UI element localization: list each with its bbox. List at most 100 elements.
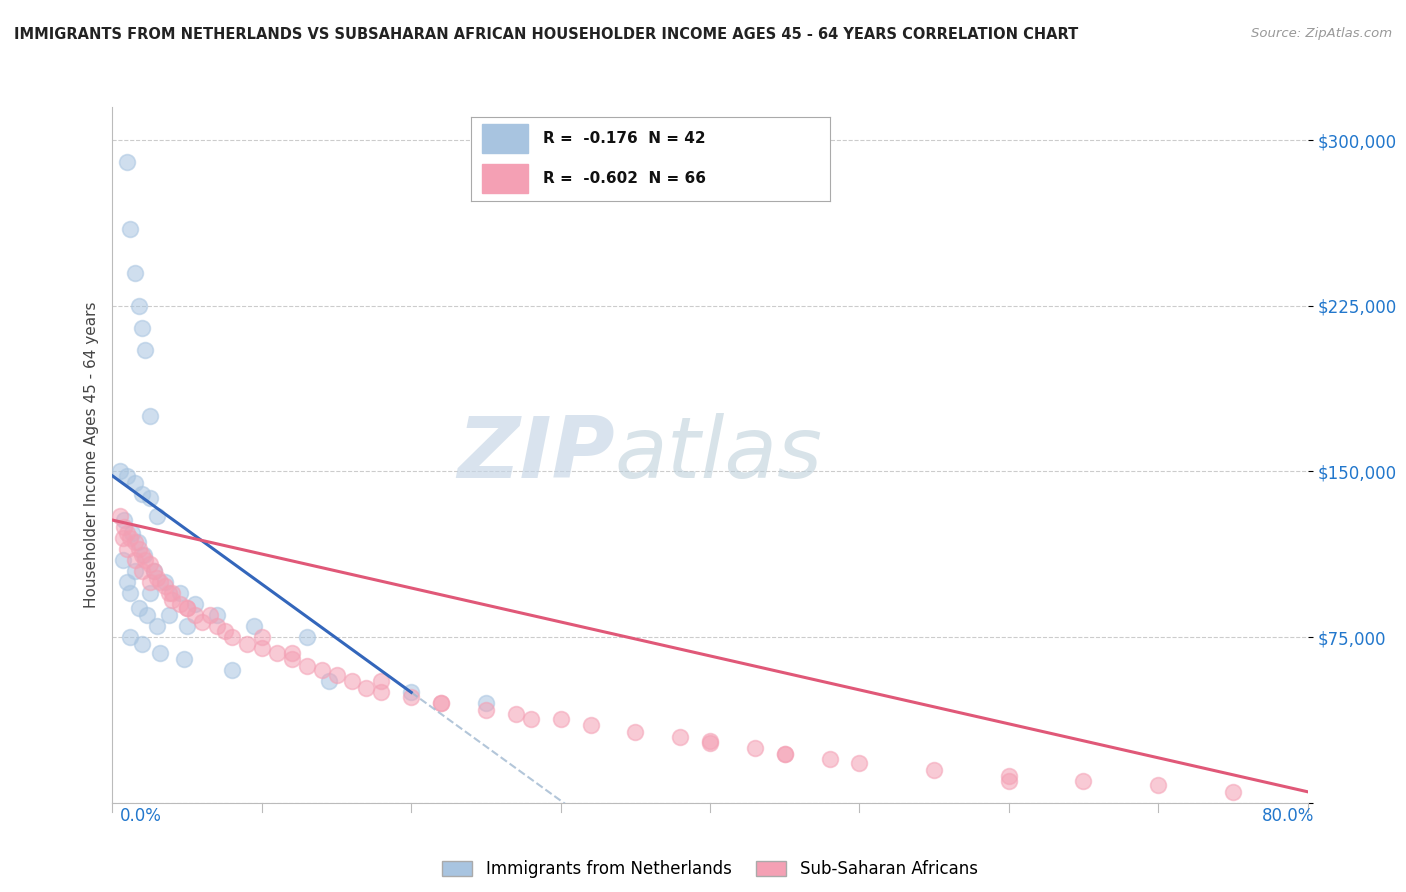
Point [139, 491, 162, 505]
Point [139, 574, 162, 589]
Point [922, 763, 945, 777]
Point [250, 641, 273, 656]
Point [1147, 778, 1170, 792]
Point [198, 608, 221, 623]
Point [135, 608, 157, 623]
Point [550, 712, 572, 726]
Point [744, 740, 766, 755]
Point [699, 736, 721, 750]
Point [475, 703, 498, 717]
Point [311, 663, 333, 677]
Point [169, 597, 191, 611]
Point [430, 697, 453, 711]
Point [146, 570, 169, 584]
Point [520, 712, 543, 726]
Point [120, 586, 142, 600]
Text: atlas: atlas [614, 413, 823, 497]
Point [157, 586, 180, 600]
Point [146, 508, 169, 523]
Point [128, 601, 150, 615]
Point [173, 652, 195, 666]
Point [295, 658, 318, 673]
Point [1222, 785, 1244, 799]
Point [176, 601, 198, 615]
Point [120, 630, 142, 644]
Point [128, 299, 150, 313]
Point [773, 747, 796, 762]
Point [117, 526, 139, 541]
Point [124, 475, 146, 490]
Point [153, 574, 176, 589]
Point [401, 685, 423, 699]
Point [127, 535, 149, 549]
Point [818, 751, 841, 765]
Point [139, 586, 162, 600]
Point [146, 619, 169, 633]
Text: Source: ZipAtlas.com: Source: ZipAtlas.com [1251, 27, 1392, 40]
Point [295, 630, 318, 644]
Point [153, 579, 176, 593]
Point [139, 409, 162, 424]
Point [191, 615, 214, 629]
Point [579, 718, 602, 732]
Point [236, 637, 259, 651]
Point [162, 592, 183, 607]
Point [124, 535, 146, 549]
Point [117, 469, 139, 483]
Y-axis label: Householder Income Ages 45 - 64 years: Householder Income Ages 45 - 64 years [83, 301, 98, 608]
Point [111, 553, 134, 567]
Point [773, 747, 796, 762]
Point [1073, 773, 1095, 788]
Point [699, 734, 721, 748]
Point [370, 685, 392, 699]
Point [214, 624, 236, 638]
Point [221, 630, 243, 644]
Legend: Immigrants from Netherlands, Sub-Saharan Africans: Immigrants from Netherlands, Sub-Saharan… [436, 854, 984, 885]
Point [669, 730, 692, 744]
Point [401, 690, 423, 704]
Point [370, 674, 392, 689]
Point [108, 465, 131, 479]
Point [120, 531, 142, 545]
Point [848, 756, 870, 770]
Point [124, 564, 146, 578]
Point [124, 553, 146, 567]
Point [120, 221, 142, 235]
Point [134, 553, 156, 567]
Text: IMMIGRANTS FROM NETHERLANDS VS SUBSAHARAN AFRICAN HOUSEHOLDER INCOME AGES 45 - 6: IMMIGRANTS FROM NETHERLANDS VS SUBSAHARA… [14, 27, 1078, 42]
Point [157, 608, 180, 623]
Point [132, 549, 155, 563]
Point [205, 608, 228, 623]
Point [998, 769, 1021, 783]
Point [143, 564, 166, 578]
Point [205, 619, 228, 633]
Point [149, 574, 172, 589]
Point [134, 343, 156, 357]
Point [117, 541, 139, 556]
Point [183, 597, 205, 611]
Point [221, 663, 243, 677]
Text: 80.0%: 80.0% [1263, 807, 1315, 825]
Point [356, 681, 378, 695]
Point [318, 674, 340, 689]
Point [176, 619, 198, 633]
Point [430, 697, 453, 711]
Point [131, 564, 153, 578]
Point [169, 586, 191, 600]
Point [124, 266, 146, 280]
Point [505, 707, 527, 722]
Point [243, 619, 266, 633]
Point [114, 513, 135, 527]
Point [340, 674, 363, 689]
Text: 0.0%: 0.0% [120, 807, 162, 825]
Point [475, 697, 498, 711]
Point [176, 601, 198, 615]
Point [250, 630, 273, 644]
Point [624, 725, 647, 739]
Point [281, 652, 304, 666]
Point [131, 549, 153, 563]
Point [108, 508, 131, 523]
Point [117, 574, 139, 589]
Point [149, 646, 172, 660]
Point [998, 773, 1021, 788]
